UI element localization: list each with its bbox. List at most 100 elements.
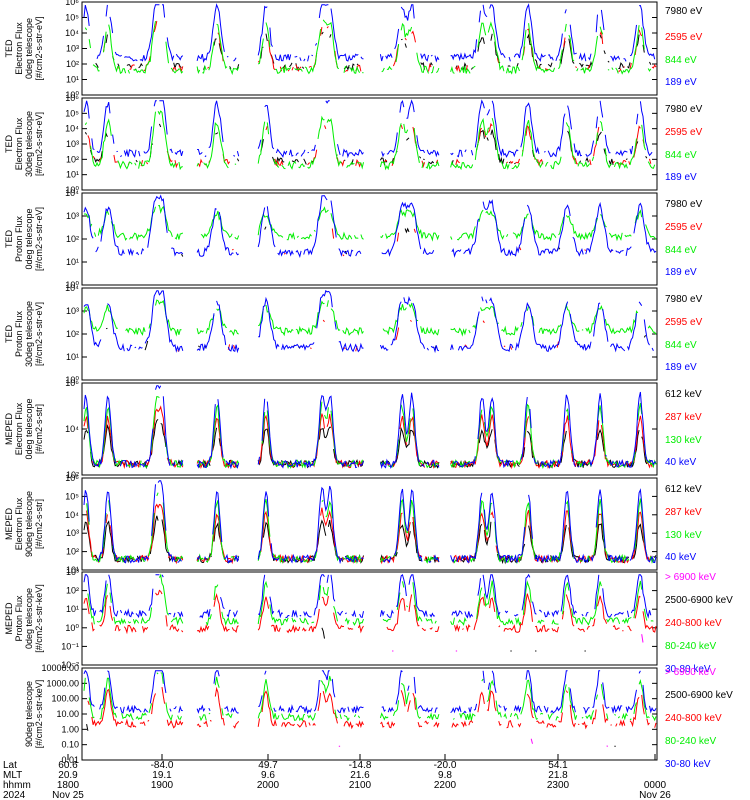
legend-label: > 6900 keV <box>665 667 716 678</box>
series-trace <box>87 724 653 746</box>
y-tick-label: 10¹ <box>66 257 79 267</box>
panel-5: 10² 10⁴ 10⁶ MEPED Electron Flux 0deg telescop… <box>4 378 702 480</box>
series-trace <box>232 228 654 257</box>
x-tick-label-lat: 49.7 <box>258 760 278 771</box>
x-tick-label-lat: 60.6 <box>58 760 78 771</box>
y-tick-label: 0.10 <box>61 740 79 750</box>
y-tick-label: 10¹ <box>66 75 79 85</box>
panel-frame <box>81 571 658 666</box>
y-tick-label: 10² <box>66 234 79 244</box>
y-tick-label: 10² <box>66 329 79 339</box>
legend-label: 30-80 keV <box>665 759 711 770</box>
y-axis-label-line: Electron Flux <box>14 117 24 170</box>
series-trace <box>84 110 656 171</box>
y-tick-label: 10000.00 <box>41 663 79 673</box>
legend-label: 30-80 keV <box>665 664 711 675</box>
legend-label: 844 eV <box>665 340 697 351</box>
y-axis-label-line: Proton Flux <box>14 310 24 357</box>
y-tick-label: 10³ <box>66 567 79 577</box>
x-tick-label-lat: -84.0 <box>151 760 174 771</box>
panel-frame <box>81 477 658 571</box>
series-trace <box>83 299 657 337</box>
legend-label: 2500-6900 keV <box>665 690 733 701</box>
series-trace <box>322 628 655 651</box>
x-tick-label-mlt: 20.9 <box>58 770 78 781</box>
y-axis-label-line: Proton Flux <box>14 215 24 262</box>
y-tick-label: 10⁵ <box>65 108 79 118</box>
legend-label: 7980 eV <box>665 104 703 115</box>
y-axis-label-line: 0deg telescope <box>24 398 34 459</box>
y-tick-label: 100.00 <box>51 694 79 704</box>
x-tick-label-hhmm: 1900 <box>151 780 174 791</box>
y-axis-label-line: TED <box>4 324 14 343</box>
legend-label: 189 eV <box>665 362 697 373</box>
legend-label: 287 keV <box>665 507 702 518</box>
y-tick-label: 10⁰ <box>65 185 79 195</box>
y-axis-label-line: [#/cm2-s-str-keV] <box>34 680 44 749</box>
y-tick-label: 10⁶ <box>65 473 79 483</box>
legend-label: 2595 eV <box>665 317 703 328</box>
y-tick-label: 0.01 <box>61 755 79 765</box>
panel-4: 10⁰ 10¹ 10² 10³ 10⁴ TED Proton Flux 30deg teles… <box>4 283 703 385</box>
legend-label: 2595 eV <box>665 222 703 233</box>
panel-6: 10¹ 10² 10³ 10⁴ 10⁵ 10⁶ MEPED Electron Flux 90de… <box>4 473 702 575</box>
series-trace <box>83 405 653 470</box>
x-tick-label-hhmm: 0000 <box>644 780 667 791</box>
y-tick-label: 10⁰ <box>65 280 79 290</box>
y-tick-label: 10³ <box>66 306 79 316</box>
legend-label: 287 keV <box>665 412 702 423</box>
y-axis-label-line: [#/cm2-s-str-eV] <box>34 16 44 80</box>
legend-label: > 6900 keV <box>665 572 716 583</box>
y-axis-label-line: 30deg telescope <box>24 301 34 367</box>
y-axis-label-line: Electron Flux <box>14 497 24 550</box>
x-tick-label-hhmm: 1800 <box>57 780 80 791</box>
panel-2: 10⁰ 10¹ 10² 10³ 10⁴ 10⁵ 10⁶ TED Electron Flux 30d… <box>4 93 703 195</box>
series-trace <box>83 669 657 715</box>
y-tick-label: 10³ <box>66 44 79 54</box>
panel-frame <box>81 192 658 286</box>
series-trace <box>87 120 652 169</box>
y-axis-label-line: 0deg telescope <box>24 588 34 649</box>
legend-label: 7980 eV <box>665 199 703 210</box>
legend-label: 80-240 keV <box>665 641 716 652</box>
y-tick-label: 10⁶ <box>65 93 79 103</box>
x-tick-label-mlt: 19.1 <box>152 770 172 781</box>
y-tick-label: 10⁰ <box>65 623 79 633</box>
x-tick-label-mlt: 9.8 <box>438 770 452 781</box>
y-axis-label-line: 90deg telescope <box>24 491 34 557</box>
series-trace <box>85 124 653 165</box>
x-tick-label-mlt: 21.8 <box>548 770 568 781</box>
legend-label: 844 eV <box>665 245 697 256</box>
series-trace <box>87 686 657 730</box>
legend-label: 7980 eV <box>665 294 703 305</box>
legend-label: 189 eV <box>665 77 697 88</box>
series-trace <box>83 3 656 64</box>
y-tick-label: 10¹ <box>66 604 79 614</box>
x-tick-label-date: Nov 26 <box>639 790 671 800</box>
x-row-label: MLT <box>3 770 22 781</box>
y-tick-label: 10⁴ <box>65 510 79 520</box>
series-trace <box>83 672 657 722</box>
x-tick-label-date: Nov 25 <box>52 790 84 800</box>
y-axis-label-line: TED <box>4 39 14 58</box>
y-tick-label: 10⁴ <box>65 283 79 293</box>
y-tick-label: 10⁻² <box>61 660 79 670</box>
series-trace <box>83 589 657 635</box>
y-tick-label: 1000.00 <box>46 678 79 688</box>
y-tick-label: 10³ <box>66 528 79 538</box>
y-axis-label-line: 30deg telescope <box>24 111 34 177</box>
legend-label: 844 eV <box>665 55 697 66</box>
y-axis-label-line: MEPED <box>4 413 14 446</box>
legend-label: 80-240 keV <box>665 736 716 747</box>
x-row-label: Lat <box>3 760 17 771</box>
series-trace <box>83 480 657 565</box>
y-tick-label: 10⁶ <box>65 0 79 7</box>
y-axis-label-line: [#/cm2-s-str] <box>34 404 44 454</box>
series-trace <box>83 194 657 259</box>
legend-label: 2595 eV <box>665 127 703 138</box>
y-axis-label-line: [#/cm2-s-str-keV] <box>34 584 44 653</box>
y-axis-label-line: [#/cm2-s-str-eV] <box>34 207 44 271</box>
legend-label: 240-800 keV <box>665 618 722 629</box>
x-tick-label-hhmm: 2200 <box>434 780 457 791</box>
